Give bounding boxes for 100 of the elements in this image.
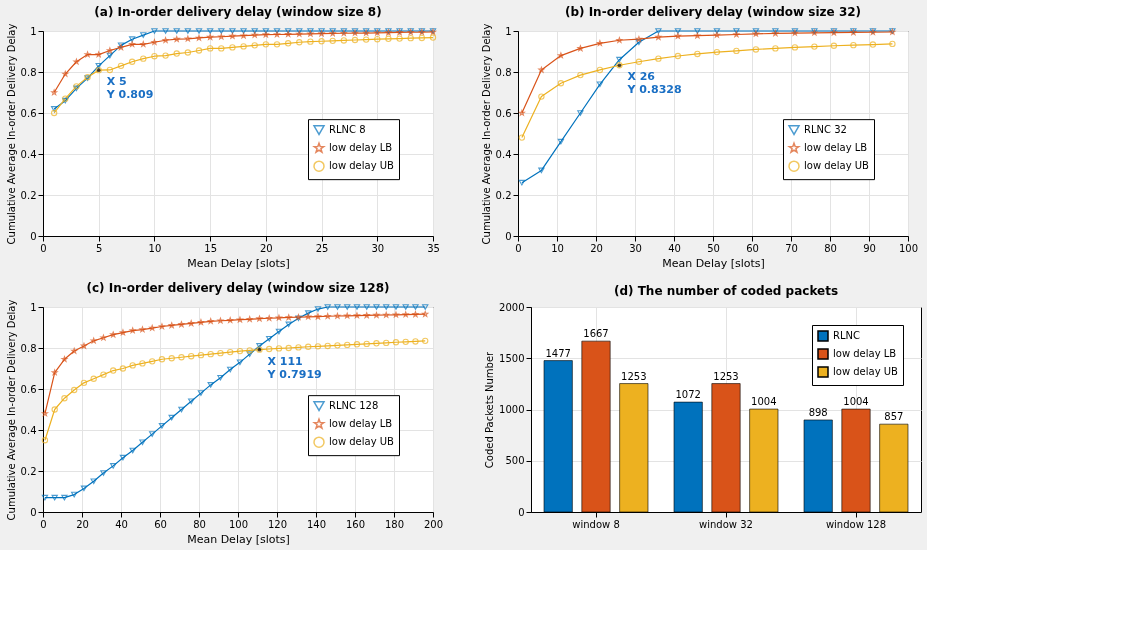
point (140, 55, 147, 62)
data-label: 1253 (713, 370, 739, 382)
point (229, 32, 236, 39)
point (51, 494, 58, 501)
legend-label: low delay UB (329, 436, 395, 448)
point (314, 306, 322, 312)
point (635, 58, 643, 65)
point (178, 354, 185, 361)
point (266, 315, 273, 321)
point (363, 340, 370, 348)
point (110, 463, 117, 469)
data-label: 1072 (675, 389, 701, 401)
x-axis-title: Mean Delay [slots] (662, 256, 765, 270)
legend-label: low delay LB (833, 348, 897, 359)
x-tick-label: 20 (259, 242, 273, 254)
point (110, 367, 117, 374)
point (334, 342, 341, 349)
point (329, 37, 336, 45)
point (275, 314, 283, 321)
point (207, 382, 214, 388)
x-tick-label: 50 (707, 242, 720, 254)
legend-label: low delay LB (329, 142, 393, 154)
point (61, 356, 68, 362)
point (129, 41, 136, 48)
point (557, 138, 565, 145)
point (577, 45, 584, 52)
point (218, 45, 225, 52)
point (830, 42, 838, 49)
point (119, 365, 127, 372)
point (129, 362, 136, 369)
point (518, 109, 525, 116)
point (256, 315, 263, 322)
y-tick-label: 0.6 (20, 383, 37, 395)
point (869, 41, 877, 48)
point (236, 316, 244, 323)
point (73, 58, 80, 65)
data-label: 1253 (621, 370, 647, 382)
point (305, 343, 312, 350)
x-tick-label: 25 (315, 242, 329, 254)
legend-label: low delay LB (329, 418, 393, 430)
point (251, 28, 258, 34)
point (240, 32, 247, 39)
point (340, 37, 348, 44)
point (188, 353, 195, 360)
point (373, 340, 380, 347)
x-tick-label: 140 (306, 518, 327, 530)
point (392, 311, 400, 318)
point (207, 350, 214, 358)
point (41, 494, 49, 501)
point (314, 343, 322, 350)
data-label: 1004 (751, 396, 777, 408)
x-tick-label: 80 (193, 518, 206, 530)
point (334, 304, 341, 310)
point (168, 322, 175, 329)
point (353, 312, 361, 319)
point (217, 374, 224, 381)
point (184, 49, 192, 56)
point (402, 338, 409, 346)
legend-label: RLNC 32 (804, 124, 847, 136)
point (80, 485, 88, 492)
x-tick-label: 100 (898, 242, 919, 254)
point (577, 71, 584, 79)
x-tick-label: 40 (668, 242, 681, 254)
x-axis-title: Mean Delay [slots] (187, 256, 290, 270)
point (285, 321, 292, 328)
data-label: 1004 (843, 396, 869, 408)
point (324, 342, 331, 350)
point (674, 28, 682, 34)
point (246, 316, 253, 322)
x-tick-label: 200 (423, 518, 444, 530)
legend-label: low delay LB (804, 142, 868, 154)
point (275, 345, 283, 352)
y-axis-title: Cumulative Average In-order Delivery Delay (5, 299, 17, 521)
point (188, 398, 195, 405)
x-tick-label: 60 (154, 518, 167, 530)
point (207, 318, 214, 325)
point (117, 62, 125, 70)
point (90, 337, 97, 344)
point (713, 48, 721, 56)
point (811, 43, 818, 50)
data-label: 857 (884, 411, 904, 423)
point (139, 326, 146, 333)
point (90, 375, 97, 382)
point (100, 371, 107, 378)
point (227, 348, 234, 356)
point (41, 410, 49, 417)
point (173, 36, 180, 42)
point (71, 491, 78, 498)
point (140, 32, 147, 38)
point (51, 369, 58, 376)
point (151, 28, 158, 34)
annotation: X 5 Y 0.809 (105, 75, 154, 102)
point (151, 39, 158, 45)
point (296, 39, 303, 46)
point (158, 356, 166, 363)
point (422, 310, 429, 317)
point (149, 324, 156, 331)
annotation: X 111 Y 0.7919 (266, 354, 322, 381)
point (106, 52, 114, 59)
y-tick-label: 0.4 (495, 148, 512, 160)
